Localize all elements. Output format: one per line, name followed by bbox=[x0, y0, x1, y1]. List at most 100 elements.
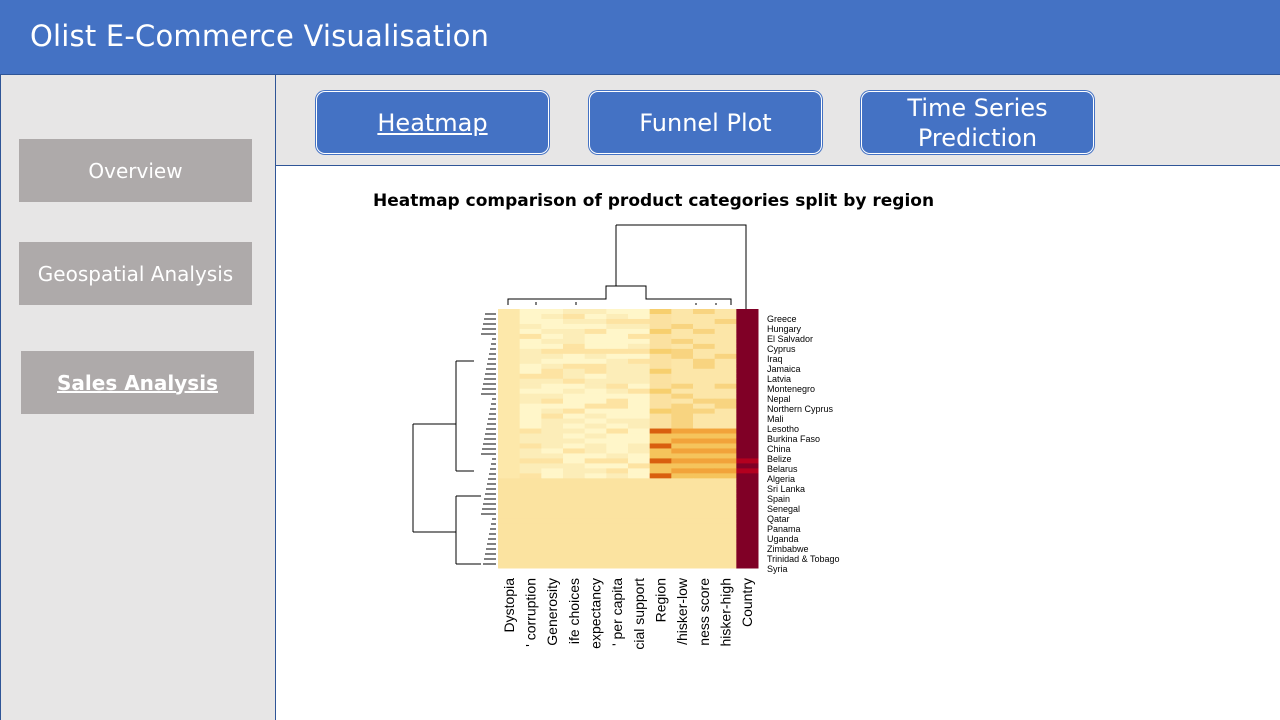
heatmap-cell bbox=[628, 438, 651, 444]
heatmap-cell bbox=[606, 488, 629, 494]
heatmap-cell bbox=[498, 553, 521, 559]
sidebar-item-label: Overview bbox=[88, 158, 183, 183]
heatmap-row-label: Spain bbox=[767, 494, 790, 504]
heatmap-cell bbox=[693, 363, 716, 370]
heatmap-cell bbox=[671, 368, 694, 375]
heatmap-cell bbox=[563, 373, 586, 380]
heatmap-cell bbox=[628, 333, 651, 340]
heatmap-cell bbox=[498, 413, 521, 420]
heatmap-cell bbox=[519, 383, 542, 390]
heatmap-cell bbox=[584, 388, 607, 395]
heatmap-row-label: Northern Cyprus bbox=[767, 404, 834, 414]
heatmap-cell bbox=[498, 518, 521, 524]
heatmap-cell bbox=[671, 478, 694, 484]
heatmap-cell bbox=[671, 423, 694, 430]
sidebar-item-geospatial-analysis[interactable]: Geospatial Analysis bbox=[19, 242, 252, 305]
heatmap-cell bbox=[563, 353, 586, 360]
heatmap-cell bbox=[714, 418, 737, 425]
heatmap-cell bbox=[541, 358, 564, 365]
heatmap-cell bbox=[628, 388, 651, 395]
heatmap-cell bbox=[563, 418, 586, 425]
heatmap-cell bbox=[671, 383, 694, 390]
heatmap-cell bbox=[714, 318, 737, 325]
heatmap-cell bbox=[563, 348, 586, 355]
heatmap-cell bbox=[541, 533, 564, 539]
heatmap-cell bbox=[649, 548, 672, 554]
heatmap-cell bbox=[628, 323, 651, 330]
heatmap-cell bbox=[628, 453, 651, 459]
heatmap-cell bbox=[693, 533, 716, 539]
heatmap-cell bbox=[606, 463, 629, 469]
heatmap-cell bbox=[498, 528, 521, 534]
heatmap-cell bbox=[693, 488, 716, 494]
heatmap-cell bbox=[693, 353, 716, 360]
heatmap-cell bbox=[606, 498, 629, 504]
heatmap-cell bbox=[736, 543, 759, 549]
heatmap-cell bbox=[736, 318, 759, 325]
heatmap-cell bbox=[736, 323, 759, 330]
heatmap-cell bbox=[628, 398, 651, 405]
heatmap-cell bbox=[519, 328, 542, 335]
heatmap-cell bbox=[714, 448, 737, 454]
heatmap-cell bbox=[693, 563, 716, 569]
tab-heatmap[interactable]: Heatmap bbox=[316, 91, 549, 154]
heatmap-cell bbox=[671, 503, 694, 509]
heatmap-cell bbox=[519, 418, 542, 425]
heatmap-cell bbox=[498, 503, 521, 509]
heatmap-cell bbox=[606, 473, 629, 479]
heatmap-cell bbox=[541, 453, 564, 459]
heatmap-cell bbox=[541, 458, 564, 464]
heatmap-cell bbox=[519, 478, 542, 484]
heatmap-cell bbox=[606, 353, 629, 360]
heatmap-cell bbox=[693, 393, 716, 400]
heatmap-cell bbox=[671, 488, 694, 494]
heatmap-cell bbox=[498, 343, 521, 350]
heatmap-cell bbox=[628, 313, 651, 320]
tab-time-series-prediction[interactable]: Time Series Prediction bbox=[861, 91, 1094, 154]
heatmap-cell bbox=[649, 403, 672, 410]
heatmap-cell bbox=[606, 538, 629, 544]
heatmap-cell bbox=[736, 333, 759, 340]
heatmap-cell bbox=[498, 383, 521, 390]
heatmap-cell bbox=[736, 353, 759, 360]
heatmap-cell bbox=[519, 353, 542, 360]
heatmap-cell bbox=[498, 408, 521, 415]
heatmap-cell bbox=[584, 553, 607, 559]
heatmap-cell bbox=[541, 423, 564, 430]
heatmap-cell bbox=[714, 478, 737, 484]
heatmap-cell bbox=[606, 383, 629, 390]
heatmap-cell bbox=[606, 478, 629, 484]
heatmap-cell bbox=[563, 363, 586, 370]
heatmap-cell bbox=[714, 443, 737, 449]
heatmap-cell bbox=[606, 318, 629, 325]
heatmap-cell bbox=[541, 413, 564, 420]
heatmap-cell bbox=[671, 513, 694, 519]
heatmap-cell bbox=[498, 393, 521, 400]
heatmap-cell bbox=[671, 483, 694, 489]
heatmap-cell bbox=[606, 528, 629, 534]
heatmap-cell bbox=[606, 358, 629, 365]
heatmap-cell bbox=[671, 348, 694, 355]
tab-funnel-plot[interactable]: Funnel Plot bbox=[589, 91, 822, 154]
row-dendrogram-branch bbox=[412, 423, 456, 533]
app-header: Olist E-Commerce Visualisation bbox=[0, 0, 1280, 75]
heatmap-cell bbox=[628, 373, 651, 380]
heatmap-cell bbox=[671, 413, 694, 420]
heatmap-cell bbox=[714, 363, 737, 370]
heatmap-cell bbox=[519, 323, 542, 330]
heatmap-cell bbox=[606, 363, 629, 370]
sidebar-item-sales-analysis[interactable]: Sales Analysis bbox=[21, 351, 254, 414]
heatmap-cell bbox=[541, 378, 564, 385]
sidebar-item-overview[interactable]: Overview bbox=[19, 139, 252, 202]
heatmap-cell bbox=[628, 309, 651, 315]
heatmap-cell bbox=[584, 413, 607, 420]
heatmap-cell bbox=[541, 398, 564, 405]
heatmap-cell bbox=[736, 443, 759, 449]
heatmap-cell bbox=[628, 468, 651, 474]
heatmap-row-label: Lesotho bbox=[767, 424, 799, 434]
tab-label: Funnel Plot bbox=[639, 108, 772, 137]
heatmap-cell bbox=[563, 378, 586, 385]
heatmap-cell bbox=[649, 473, 672, 479]
heatmap-cell bbox=[584, 528, 607, 534]
heatmap-cell bbox=[584, 483, 607, 489]
